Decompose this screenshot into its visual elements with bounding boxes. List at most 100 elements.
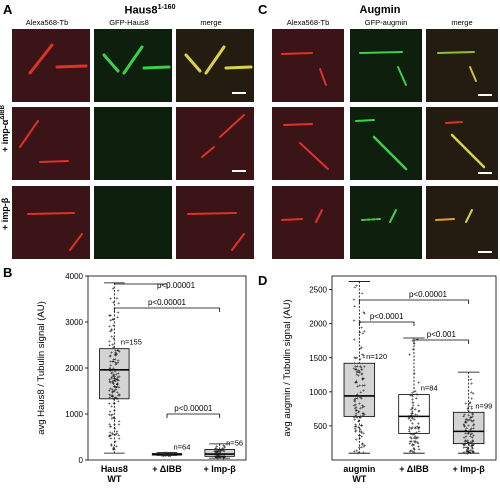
data-point: + — [362, 431, 365, 437]
box — [452, 411, 485, 445]
data-point: + — [355, 414, 358, 420]
data-point: + — [414, 407, 417, 413]
data-point: + — [467, 447, 470, 453]
data-point: + — [411, 393, 414, 399]
data-point: + — [355, 411, 358, 417]
data-point: + — [463, 443, 466, 449]
data-point: + — [355, 380, 358, 386]
data-point: + — [356, 392, 359, 398]
data-point: + — [109, 353, 112, 359]
data-point: + — [112, 318, 115, 324]
data-point: + — [110, 327, 113, 333]
data-point: + — [165, 453, 168, 459]
data-point: + — [170, 453, 173, 459]
data-point: + — [356, 396, 359, 402]
data-point: + — [463, 423, 466, 429]
data-point: + — [108, 434, 111, 440]
data-point: + — [163, 452, 166, 458]
data-point: + — [168, 453, 171, 459]
data-point: + — [111, 431, 114, 437]
data-point: + — [472, 439, 475, 445]
data-point: + — [166, 452, 169, 458]
data-point: + — [111, 394, 114, 400]
data-point: + — [114, 353, 117, 359]
data-point: + — [113, 375, 116, 381]
data-point: + — [407, 414, 410, 420]
tile-c-alexa-beta — [272, 186, 344, 259]
data-point: + — [363, 404, 366, 410]
data-point: + — [117, 371, 120, 377]
box — [343, 362, 376, 417]
data-point: + — [110, 393, 113, 399]
data-point: + — [214, 446, 217, 452]
data-point: + — [167, 452, 170, 458]
data-point: + — [167, 453, 170, 459]
data-point: + — [116, 384, 119, 390]
data-point: + — [411, 401, 414, 407]
data-point: + — [414, 440, 417, 446]
data-point: + — [216, 455, 219, 461]
data-point: + — [163, 452, 166, 458]
data-point: + — [223, 455, 226, 461]
data-point: + — [116, 391, 119, 397]
data-point: + — [413, 371, 416, 377]
data-point: + — [215, 456, 218, 462]
tile-a-alexa-alpha — [12, 107, 90, 180]
panel-a-row-imp-beta: + imp-β — [0, 197, 10, 230]
box — [204, 449, 235, 457]
data-point: + — [112, 373, 115, 379]
data-point: + — [216, 453, 219, 459]
data-point: + — [466, 407, 469, 413]
data-point: + — [112, 397, 115, 403]
data-point: + — [110, 335, 113, 341]
data-point: + — [111, 394, 114, 400]
data-point: + — [215, 453, 218, 459]
data-point: + — [417, 380, 420, 386]
data-point: + — [164, 453, 167, 459]
data-point: + — [463, 442, 466, 448]
y-tick-label: 2500 — [309, 286, 327, 295]
data-point: + — [466, 449, 469, 455]
data-point: + — [162, 453, 165, 459]
data-point: + — [466, 417, 469, 423]
data-point: + — [408, 441, 411, 447]
data-point: + — [217, 453, 220, 459]
data-point: + — [170, 452, 173, 458]
data-point: + — [108, 343, 111, 349]
data-point: + — [117, 348, 120, 354]
data-point: + — [466, 439, 469, 445]
box — [99, 348, 130, 400]
data-point: + — [410, 436, 413, 442]
data-point: + — [470, 441, 473, 447]
data-point: + — [414, 412, 417, 418]
data-point: + — [363, 365, 366, 371]
data-point: + — [472, 442, 475, 448]
data-point: + — [358, 369, 361, 375]
data-point: + — [217, 449, 220, 455]
data-point: + — [464, 439, 467, 445]
data-point: + — [115, 377, 118, 383]
data-point: + — [216, 456, 219, 462]
data-point: + — [215, 454, 218, 460]
data-point: + — [220, 447, 223, 453]
data-point: + — [417, 444, 420, 450]
data-point: + — [115, 432, 118, 438]
data-point: + — [463, 451, 466, 457]
data-point: + — [408, 428, 411, 434]
data-point: + — [414, 435, 417, 441]
tile-a-gfp-alpha — [94, 107, 172, 180]
data-point: + — [470, 448, 473, 454]
data-point: + — [115, 444, 118, 450]
data-point: + — [414, 426, 417, 432]
data-point: + — [468, 443, 471, 449]
data-point: + — [118, 392, 121, 398]
data-point: + — [417, 403, 420, 409]
data-point: + — [360, 396, 363, 402]
data-point: + — [465, 421, 468, 427]
data-point: + — [413, 450, 416, 456]
data-point: + — [361, 441, 364, 447]
data-point: + — [470, 418, 473, 424]
tile-c-gfp-wt — [350, 29, 422, 102]
data-point: + — [361, 405, 364, 411]
data-point: + — [114, 363, 117, 369]
